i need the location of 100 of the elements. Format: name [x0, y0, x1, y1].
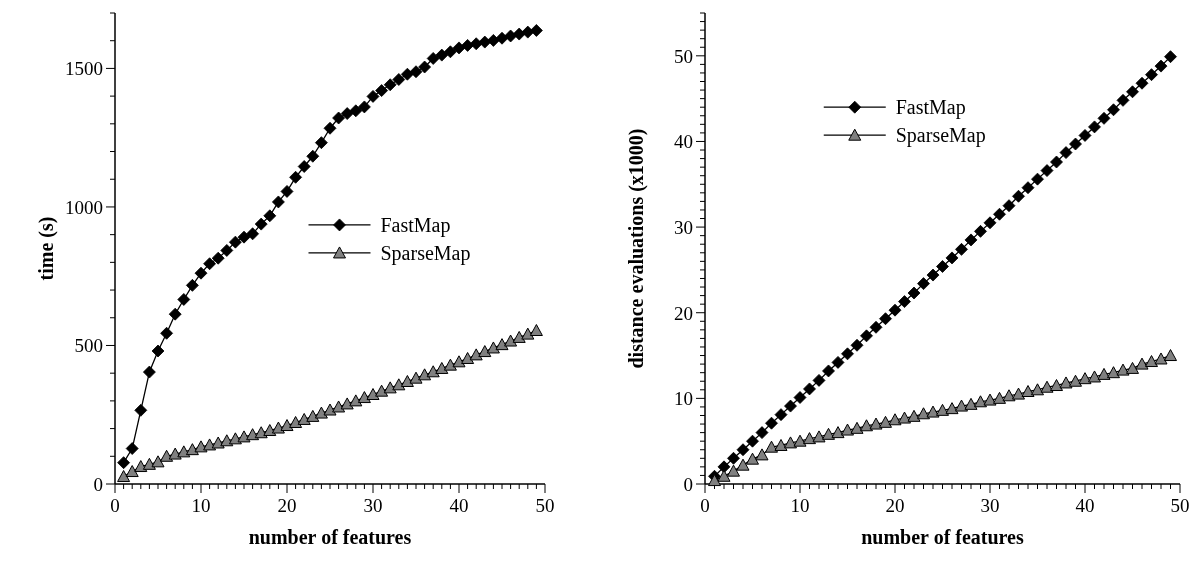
point [936, 260, 949, 273]
point [717, 469, 731, 482]
y-tick-label: 500 [74, 335, 103, 357]
point [803, 382, 816, 396]
point [755, 448, 769, 461]
x-axis-title: number of features [861, 526, 1025, 548]
point [418, 60, 431, 74]
point [860, 329, 873, 343]
point [1002, 389, 1016, 402]
point [366, 388, 380, 401]
point [1040, 164, 1054, 177]
point [974, 224, 987, 238]
legend-label: SparseMap [380, 241, 471, 265]
point [254, 217, 268, 231]
point [1164, 50, 1177, 64]
point [504, 29, 517, 43]
point [177, 445, 191, 458]
point [168, 307, 182, 321]
y-tick-label: 0 [683, 474, 693, 495]
y-tick-label: 20 [674, 302, 693, 324]
point [134, 460, 148, 473]
point [860, 419, 873, 432]
point [435, 48, 449, 62]
point [530, 24, 543, 37]
point [1088, 120, 1101, 134]
point [964, 397, 978, 410]
point [117, 470, 131, 483]
point [1097, 367, 1111, 380]
point [280, 185, 294, 198]
x-tick-label: 0 [700, 495, 710, 516]
point [1107, 103, 1120, 117]
x-tick-label: 10 [790, 495, 810, 516]
point [907, 286, 921, 300]
point [315, 136, 328, 150]
point [306, 149, 320, 163]
point [125, 465, 139, 478]
point [151, 344, 165, 358]
point [1031, 383, 1044, 396]
point [426, 52, 440, 65]
point [898, 411, 911, 424]
point [323, 121, 337, 135]
point [831, 356, 845, 369]
point [1059, 376, 1073, 389]
point [220, 244, 234, 257]
point [375, 84, 388, 97]
point [784, 436, 797, 449]
y-tick-label: 1500 [65, 58, 103, 80]
point [469, 37, 483, 51]
point [736, 443, 750, 457]
point [125, 442, 139, 455]
point [418, 368, 432, 381]
y-tick-label: 50 [674, 45, 693, 67]
point [869, 417, 883, 430]
point [850, 338, 864, 352]
point [340, 107, 354, 120]
point [383, 381, 397, 394]
point [117, 456, 130, 470]
point [1078, 372, 1092, 385]
point [151, 455, 165, 468]
point [784, 399, 797, 413]
point [936, 403, 949, 416]
point [461, 39, 474, 52]
point [409, 65, 423, 79]
point [822, 364, 835, 378]
point [357, 391, 371, 404]
point [898, 295, 911, 308]
point [237, 430, 251, 443]
point [1031, 172, 1044, 186]
x-tick-label: 10 [191, 495, 211, 516]
point [134, 403, 148, 417]
point [444, 45, 457, 59]
point [1145, 355, 1158, 368]
point [793, 391, 807, 404]
y-tick-label: 30 [674, 217, 693, 239]
point [736, 458, 750, 471]
point [917, 407, 930, 420]
point [1126, 361, 1139, 374]
point [314, 406, 328, 419]
point [1012, 387, 1025, 400]
point [358, 100, 371, 114]
point [383, 78, 397, 92]
point [160, 326, 173, 340]
point [917, 277, 930, 291]
point [1012, 189, 1025, 203]
point [993, 207, 1006, 221]
point [1154, 352, 1168, 365]
point [831, 426, 845, 439]
point [774, 408, 788, 422]
point [888, 413, 902, 426]
point [400, 374, 414, 387]
point [280, 419, 294, 432]
point [426, 365, 440, 378]
legend-label: FastMap [380, 213, 451, 237]
point [812, 373, 826, 387]
point [495, 338, 509, 351]
point [717, 460, 731, 474]
y-axis-title: time (s) [35, 216, 58, 281]
point [1116, 363, 1130, 376]
point [237, 230, 251, 244]
point [521, 327, 535, 340]
